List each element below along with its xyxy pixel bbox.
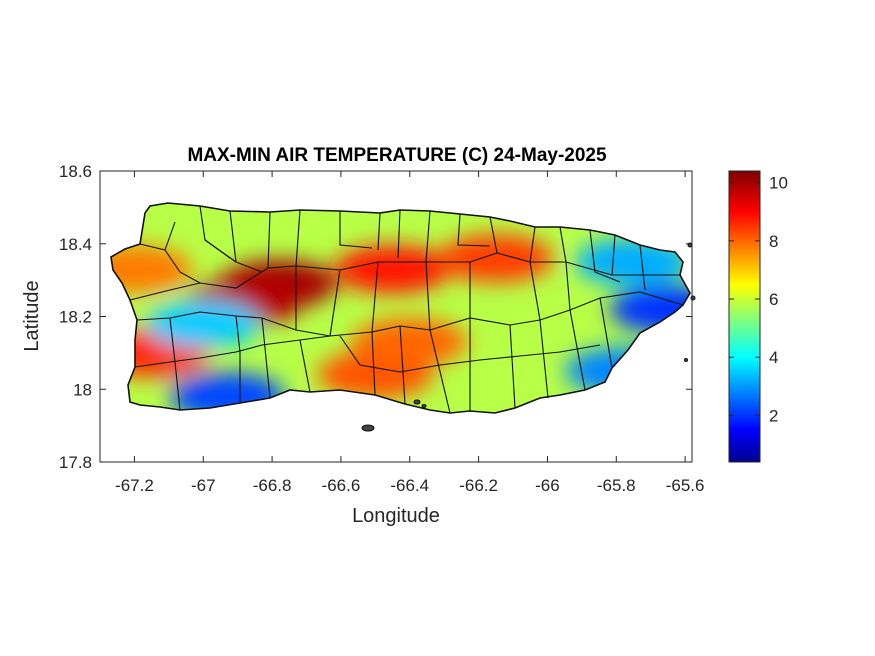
municipality-boundary xyxy=(261,317,271,399)
municipality-boundary xyxy=(489,216,498,254)
municipality-boundary xyxy=(529,226,536,263)
heat-spot xyxy=(111,245,193,294)
colorbar-axis: 2 4 6 8 10 xyxy=(729,174,788,425)
municipality-boundary xyxy=(429,329,451,414)
heat-spot xyxy=(351,317,468,366)
x-tick-label: -66.8 xyxy=(253,476,292,495)
municipality-boundary xyxy=(397,209,401,259)
colorbar xyxy=(728,170,761,463)
y-axis-label: Latitude xyxy=(21,280,43,351)
municipality-boundary xyxy=(457,213,491,247)
x-tick-label: -67 xyxy=(191,476,216,495)
municipality-boundary xyxy=(235,315,241,403)
municipality-boundary xyxy=(299,339,311,393)
y-tick-label: 18 xyxy=(73,380,92,399)
x-tick-label: -67.2 xyxy=(115,476,154,495)
municipality-boundary xyxy=(539,319,549,399)
colorbar-tick-label: 10 xyxy=(769,174,788,193)
municipality-boundary xyxy=(339,211,373,249)
colorbar-tick-label: 4 xyxy=(769,348,778,367)
municipality-boundary xyxy=(329,269,341,337)
x-axis: -67.2 -67 -66.8 -66.6 -66.4 -66.2 -66 -65.8 -65.… xyxy=(115,171,704,495)
municipality-boundary xyxy=(371,331,376,396)
islet xyxy=(361,424,375,432)
municipality-boundary xyxy=(569,309,586,391)
islet xyxy=(421,404,427,408)
municipality-boundary xyxy=(639,244,646,291)
heat-spot xyxy=(609,285,690,334)
islet xyxy=(684,358,688,362)
y-tick-label: 18.6 xyxy=(59,162,92,181)
municipality-boundary xyxy=(599,297,613,369)
municipality-boundary xyxy=(529,261,541,321)
municipality-boundary xyxy=(509,324,516,409)
y-tick-label: 17.8 xyxy=(59,453,92,472)
municipality-boundary xyxy=(611,234,616,276)
colorbar-tick-label: 8 xyxy=(769,232,778,251)
heat-spot xyxy=(145,299,262,348)
municipality-boundary xyxy=(164,221,176,251)
municipality-boundary xyxy=(565,261,571,311)
municipality-boundary xyxy=(425,261,431,331)
chart-title: MAX-MIN AIR TEMPERATURE (C) 24-May-2025 xyxy=(187,145,607,166)
islet xyxy=(413,399,421,405)
municipality-boundary xyxy=(339,335,601,373)
municipality-boundary xyxy=(589,229,621,283)
y-tick-label: 18.4 xyxy=(59,235,92,254)
municipality-boundaries xyxy=(129,205,684,414)
municipality-boundary xyxy=(371,261,379,333)
municipality-boundary xyxy=(139,243,201,284)
x-tick-label: -66.2 xyxy=(459,476,498,495)
colorbar-tick-label: 6 xyxy=(769,290,778,309)
islet xyxy=(690,295,696,301)
heatmap-layer xyxy=(111,203,690,413)
municipality-boundary xyxy=(399,325,406,405)
municipality-boundary xyxy=(267,211,271,269)
municipality-boundary xyxy=(559,226,567,263)
municipality-boundary xyxy=(377,212,381,251)
y-tick-label: 18.2 xyxy=(59,308,92,327)
x-axis-label: Longitude xyxy=(352,505,440,527)
municipality-boundary xyxy=(425,210,431,263)
municipality-boundary xyxy=(295,209,301,267)
island-coastline xyxy=(110,202,691,414)
x-tick-label: -66 xyxy=(535,476,560,495)
x-tick-label: -65.6 xyxy=(666,476,705,495)
municipality-boundary xyxy=(204,239,237,263)
colorbar-tick-label: 2 xyxy=(769,406,778,425)
x-tick-label: -66.6 xyxy=(322,476,361,495)
x-tick-label: -65.8 xyxy=(597,476,636,495)
heat-spot xyxy=(437,234,554,283)
x-tick-label: -66.4 xyxy=(390,476,429,495)
municipality-boundary xyxy=(169,317,181,411)
heat-spot xyxy=(334,245,451,294)
y-axis: 17.8 18 18.2 18.4 18.6 xyxy=(59,162,692,472)
offshore-islets xyxy=(361,242,696,432)
